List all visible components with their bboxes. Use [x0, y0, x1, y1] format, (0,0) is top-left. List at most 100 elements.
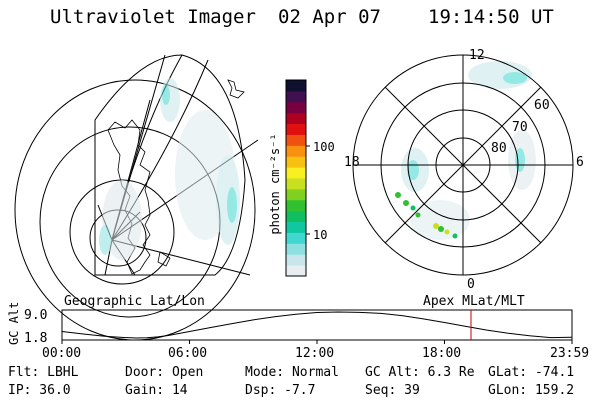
colorbar-swatch	[286, 80, 306, 92]
polar-emission-patch	[508, 130, 536, 190]
geo-lat-circle	[39, 126, 221, 318]
time-tick-1: 06:00	[168, 346, 208, 361]
geo-lat-circle	[69, 179, 175, 285]
polar-emission-patch	[401, 148, 429, 192]
polar-emission-dot	[433, 223, 439, 229]
colorbar-swatch	[286, 199, 306, 212]
mlat-label-80: 80	[491, 141, 507, 156]
polar-emission-dot	[410, 205, 416, 211]
geo-emission-patch	[102, 180, 142, 260]
geo-emission-patch	[227, 187, 237, 223]
status-glat: GLat: -74.1	[488, 365, 575, 380]
status-door: Door: Open	[125, 365, 204, 380]
mlt-label-18: 18	[344, 155, 360, 170]
colorbar-swatch	[286, 90, 306, 103]
colorbar-tick-100: 100	[313, 140, 335, 154]
polar-emission-patch	[410, 200, 470, 240]
geo-emission-patch	[175, 110, 235, 240]
colorbar-frame	[285, 79, 307, 277]
geo-lon-line	[111, 54, 183, 241]
polar-mlat-ring-70	[407, 109, 519, 221]
geo-emission-patch	[99, 225, 111, 255]
status-mode: Mode: Normal	[245, 365, 339, 380]
polar-emission-patch	[468, 61, 532, 89]
mlt-label-0: 0	[467, 277, 475, 292]
geo-lon-line	[111, 239, 251, 276]
colorbar-swatch	[286, 156, 306, 168]
geo-lon-line	[111, 239, 136, 276]
geo-lon-line	[104, 239, 113, 276]
polar-emission-dot	[395, 192, 401, 198]
mlt-label-6: 6	[576, 155, 584, 170]
status-glon: GLon: 159.2	[488, 383, 575, 398]
polar-mlt-line	[384, 86, 542, 244]
status-seq: Seq: 39	[365, 383, 420, 398]
polar-emission-dot	[452, 233, 458, 239]
geo-lon-line	[97, 204, 113, 241]
colorbar-swatches	[286, 80, 306, 277]
polar-emission-patch	[407, 160, 419, 180]
geo-lon-line	[111, 54, 166, 241]
polar-emission-patch	[503, 72, 527, 84]
polar-mlat-ring-outer	[352, 54, 574, 276]
time-tick-2: 12:00	[295, 346, 335, 361]
altitude-axis-title: GC Alt	[7, 301, 21, 345]
colorbar-swatch	[286, 123, 306, 135]
coastline	[157, 251, 171, 267]
colorbar-swatch	[286, 243, 306, 255]
geo-emission-patch	[162, 85, 170, 105]
polar-emission-dot	[403, 200, 409, 206]
polar-mlat-ring-80	[435, 137, 491, 193]
geo-emission-patch	[216, 155, 240, 245]
time-tick-3: 18:00	[422, 346, 462, 361]
colorbar-swatch	[286, 145, 306, 157]
colorbar-swatch	[286, 167, 306, 179]
mlat-label-60: 60	[534, 98, 550, 113]
coastline	[107, 119, 151, 275]
status-filter: Flt: LBHL	[8, 365, 79, 380]
colorbar-swatch	[286, 232, 306, 244]
geo-lon-line	[111, 139, 259, 241]
time-label: 19:14:50 UT	[428, 6, 554, 28]
mlt-label-12: 12	[469, 48, 485, 63]
colorbar-swatch	[286, 265, 306, 277]
geo-lon-line	[111, 99, 151, 241]
polar-emission-dot	[415, 212, 421, 218]
altitude-curve	[61, 311, 572, 339]
altitude-tick-min: 1.8	[24, 331, 48, 346]
polar-mlat-ring-60	[380, 82, 546, 248]
colorbar-swatch	[286, 188, 306, 201]
geo-map-boundary	[94, 54, 246, 276]
time-tick-4: 23:59	[550, 346, 590, 361]
polar-emission-dot	[438, 226, 444, 232]
colorbar-swatch	[286, 101, 306, 114]
polar-emission-dot	[444, 229, 450, 235]
colorbar-swatch	[286, 134, 306, 146]
colorbar-swatch	[286, 178, 306, 190]
mlat-label-70: 70	[512, 120, 528, 135]
polar-mlt-line	[384, 86, 542, 244]
altitude-tick-max: 9.0	[24, 308, 48, 323]
time-tick-0: 00:00	[42, 346, 82, 361]
date-label: 02 Apr 07	[278, 6, 381, 28]
colorbar-unit-label: photon cm⁻²s⁻¹	[268, 133, 282, 235]
polar-map-caption: Apex MLat/MLT	[423, 294, 525, 309]
geo-emission-patch	[160, 78, 180, 122]
status-gain: Gain: 14	[125, 383, 188, 398]
geo-lon-line	[111, 211, 141, 241]
colorbar-swatch	[286, 112, 306, 125]
instrument-title: Ultraviolet Imager	[50, 6, 256, 28]
status-dsp: Dsp: -7.7	[245, 383, 316, 398]
geo-lon-line	[111, 59, 209, 241]
colorbar-swatch	[286, 221, 306, 233]
colorbar-swatch	[286, 254, 306, 266]
altitude-plot-frame	[61, 309, 573, 341]
polar-emission-patch	[515, 148, 525, 172]
geo-lat-circle	[89, 209, 147, 267]
coastline	[227, 79, 245, 99]
colorbar-swatch	[286, 210, 306, 223]
